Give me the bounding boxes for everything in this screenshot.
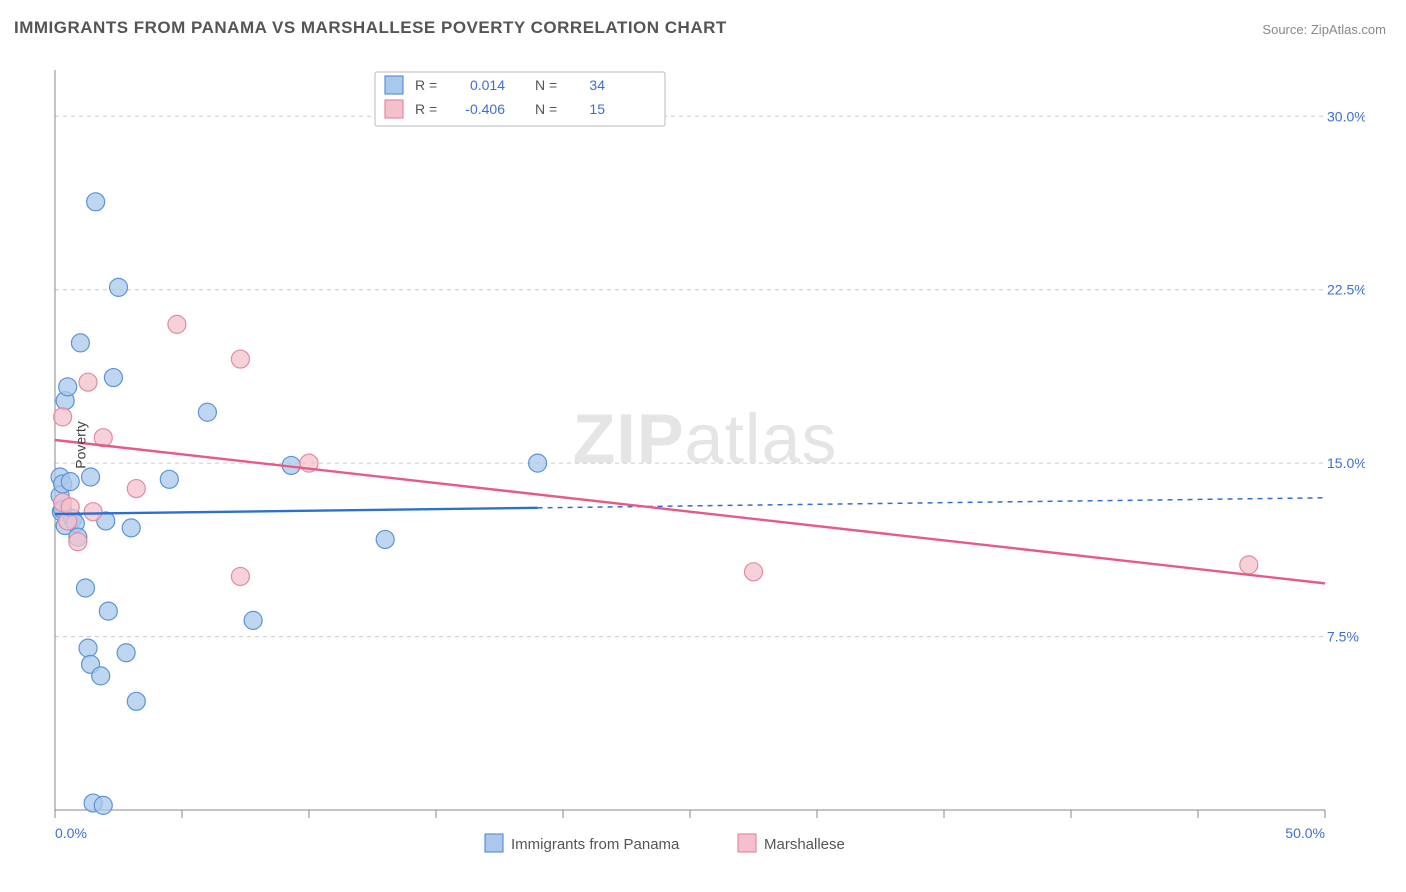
source-attribution: Source: ZipAtlas.com bbox=[1262, 22, 1386, 37]
series-label: Immigrants from Panama bbox=[511, 836, 680, 853]
data-point bbox=[244, 611, 262, 629]
legend-r-label: R = bbox=[415, 101, 437, 117]
data-point bbox=[1240, 556, 1258, 574]
data-point bbox=[745, 563, 763, 581]
data-point bbox=[82, 468, 100, 486]
series-swatch bbox=[485, 834, 503, 852]
legend-n-value: 34 bbox=[589, 77, 605, 93]
data-point bbox=[79, 373, 97, 391]
data-point bbox=[160, 470, 178, 488]
data-point bbox=[198, 403, 216, 421]
legend-swatch bbox=[385, 100, 403, 118]
data-point bbox=[69, 533, 87, 551]
data-point bbox=[231, 567, 249, 585]
data-point bbox=[122, 519, 140, 537]
legend-r-value: -0.406 bbox=[465, 101, 505, 117]
legend-n-label: N = bbox=[535, 101, 557, 117]
legend-swatch bbox=[385, 76, 403, 94]
data-point bbox=[54, 408, 72, 426]
scatter-plot: 7.5% 15.0% 22.5% 30.0% 0.0% 50.0% R = 0.014 N = 3… bbox=[45, 60, 1365, 890]
data-point bbox=[92, 667, 110, 685]
source-value: ZipAtlas.com bbox=[1311, 22, 1386, 37]
data-point bbox=[61, 473, 79, 491]
data-point bbox=[99, 602, 117, 620]
trend-line bbox=[55, 508, 538, 514]
source-label: Source: bbox=[1262, 22, 1307, 37]
series-swatch bbox=[738, 834, 756, 852]
data-point bbox=[94, 796, 112, 814]
data-point bbox=[117, 644, 135, 662]
data-point bbox=[104, 369, 122, 387]
legend-n-value: 15 bbox=[589, 101, 605, 117]
series-label: Marshallese bbox=[764, 836, 845, 853]
chart-container: { "title": "IMMIGRANTS FROM PANAMA VS MA… bbox=[0, 0, 1406, 892]
y-tick-label: 30.0% bbox=[1327, 108, 1365, 124]
y-tick-label: 7.5% bbox=[1327, 629, 1359, 645]
y-tick-label: 15.0% bbox=[1327, 455, 1365, 471]
data-point bbox=[376, 530, 394, 548]
data-point bbox=[168, 315, 186, 333]
x-tick-label: 50.0% bbox=[1285, 825, 1325, 841]
data-point bbox=[84, 503, 102, 521]
legend-n-label: N = bbox=[535, 77, 557, 93]
y-tick-label: 22.5% bbox=[1327, 282, 1365, 298]
y-axis-label: Poverty bbox=[73, 421, 89, 468]
data-point bbox=[127, 480, 145, 498]
data-point bbox=[87, 193, 105, 211]
chart-title: IMMIGRANTS FROM PANAMA VS MARSHALLESE PO… bbox=[14, 18, 727, 38]
chart-area: Poverty ZIPatlas 7.5%15.0%22.5%30.0%0.0%… bbox=[45, 60, 1365, 830]
x-tick-label: 0.0% bbox=[55, 825, 87, 841]
data-point bbox=[76, 579, 94, 597]
data-point bbox=[71, 334, 89, 352]
data-point bbox=[529, 454, 547, 472]
legend-r-value: 0.014 bbox=[470, 77, 505, 93]
trend-line-extrapolated bbox=[538, 498, 1325, 508]
data-point bbox=[231, 350, 249, 368]
data-point bbox=[79, 639, 97, 657]
data-point bbox=[59, 378, 77, 396]
legend-r-label: R = bbox=[415, 77, 437, 93]
data-point bbox=[110, 278, 128, 296]
data-point bbox=[127, 692, 145, 710]
